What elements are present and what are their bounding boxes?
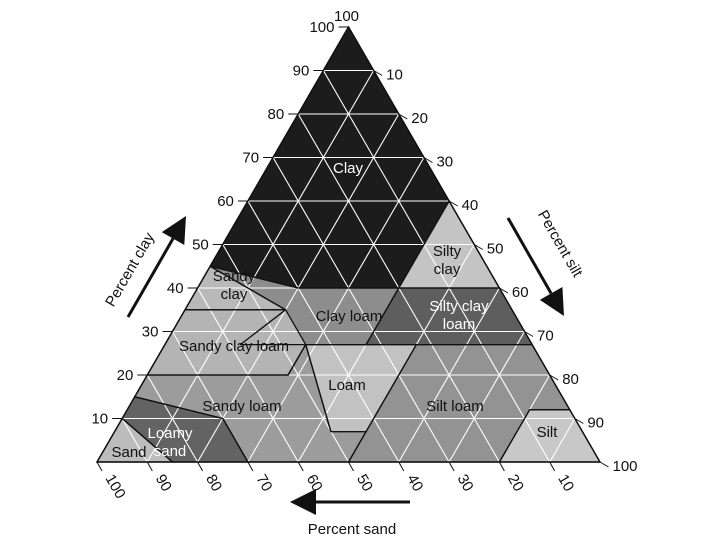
tick-label-clay: 10 — [91, 411, 108, 428]
tick-label-sand: 40 — [403, 472, 426, 495]
tick-label-clay: 60 — [217, 193, 234, 210]
tick-label-clay: 20 — [117, 367, 134, 384]
tick-mark-silt-60 — [499, 287, 509, 294]
region-label-sandy-clay: clay — [221, 286, 248, 303]
clay-axis-arrow — [126, 216, 186, 318]
tick-label-sand: 30 — [454, 472, 477, 495]
tick-label-clay: 40 — [167, 280, 184, 297]
grid-line-sand-10 — [322, 70, 551, 463]
tick-mark-silt-50 — [473, 244, 484, 250]
tick-label-silt: 100 — [613, 458, 638, 475]
tick-label-sand: 20 — [504, 472, 527, 495]
region-label-sandy-loam: Sandy loam — [202, 398, 281, 415]
region-silt-loam — [348, 344, 570, 462]
region-label-clay: Clay — [333, 160, 364, 177]
silt-axis-arrow — [506, 217, 564, 316]
region-label-loamy-sand: Loamy — [147, 425, 193, 442]
region-loam — [305, 344, 417, 432]
tick-mark-silt-10 — [373, 70, 383, 76]
tick-mark-sand-10 — [549, 461, 556, 472]
region-label-silty-clay: Silty — [433, 243, 462, 260]
tick-label-silt: 60 — [512, 284, 529, 301]
grid-line-silt-70 — [448, 331, 526, 463]
tick-label-silt: 10 — [386, 67, 403, 84]
grid-line-silt-30 — [247, 157, 425, 463]
grid-line-silt-90 — [549, 418, 576, 463]
tick-mark-sand-100 — [96, 461, 103, 472]
percent-sand-axis-title: Percent sand — [308, 521, 396, 538]
tick-label-sand: 60 — [303, 472, 326, 495]
tick-label-silt: 80 — [562, 371, 579, 388]
tick-mark-sand-60 — [297, 461, 304, 472]
region-label-silt-loam: Silt loam — [426, 398, 484, 415]
tick-mark-silt-90 — [574, 418, 584, 424]
tick-label-silt: 50 — [487, 241, 504, 258]
regions-layer — [97, 27, 600, 462]
tick-label-silt: 20 — [411, 110, 428, 127]
tick-label-silt: 30 — [436, 154, 453, 171]
region-sandy-clay-loam — [147, 309, 306, 375]
grid-line-sand-90 — [121, 418, 148, 463]
region-label-silty-clay-loam: loam — [443, 316, 476, 333]
tick-label-sand: 10 — [554, 472, 577, 495]
region-silt — [499, 409, 600, 462]
tick-mark-silt-70 — [524, 331, 534, 337]
region-label-sand: Sand — [111, 444, 146, 461]
tick-label-silt: 90 — [587, 415, 604, 432]
grid-line-silt-10 — [146, 70, 375, 463]
tick-mark-silt-100 — [599, 461, 609, 468]
grid-line-silt-60 — [398, 287, 500, 463]
tick-label-sand: 50 — [353, 472, 376, 495]
tick-label-sand: 80 — [202, 472, 225, 495]
tick-label-clay: 70 — [242, 150, 259, 167]
tick-label-clay: 100 — [309, 19, 334, 36]
region-label-loamy-sand: sand — [154, 443, 187, 460]
percent-clay-axis-title: Percent clay — [102, 229, 158, 309]
region-sandy-loam — [134, 344, 367, 462]
tick-mark-silt-40 — [448, 200, 458, 207]
region-label-silty-clay-loam: Silty clay — [429, 298, 489, 315]
tick-mark-sand-50 — [348, 461, 354, 472]
grid-line-sand-50 — [222, 244, 349, 463]
tick-mark-sand-20 — [498, 461, 505, 472]
tick-label-sand: 70 — [252, 472, 275, 495]
region-label-sandy-clay-loam: Sandy clay loam — [179, 338, 289, 355]
tick-label-sand: 90 — [152, 472, 175, 495]
region-clay-loam — [210, 266, 399, 345]
tick-label-clay: 50 — [192, 237, 209, 254]
tick-label-sand: 100 — [102, 472, 129, 502]
tick-label-clay: 30 — [142, 324, 159, 341]
sand-axis-arrow — [290, 489, 410, 515]
tick-mark-sand-80 — [197, 461, 204, 472]
tick-mark-sand-40 — [398, 461, 405, 472]
tick-mark-sand-70 — [247, 461, 254, 472]
grid-line-sand-80 — [146, 374, 199, 463]
region-label-silty-clay: clay — [434, 261, 461, 278]
tick-mark-sand-90 — [146, 461, 153, 472]
tick-mark-sand-30 — [448, 461, 455, 472]
region-label-loam: Loam — [328, 377, 366, 394]
grid-line-sand-30 — [272, 157, 450, 463]
region-label-silt: Silt — [537, 424, 559, 441]
region-label-clay-loam: Clay loam — [316, 308, 383, 325]
tick-label-clay: 90 — [293, 63, 310, 80]
tick-label-clay: 80 — [268, 106, 285, 123]
region-label-sandy-clay: Sandy — [213, 268, 256, 285]
percent-silt-axis-title: Percent silt — [534, 207, 586, 280]
tick-label-silt: 70 — [537, 328, 554, 345]
tick-label-clay-apex: 100 — [334, 8, 359, 25]
tick-mark-silt-30 — [423, 157, 433, 163]
tick-label-silt: 40 — [462, 197, 479, 214]
tick-mark-silt-80 — [549, 374, 559, 381]
tick-mark-silt-20 — [398, 113, 408, 120]
